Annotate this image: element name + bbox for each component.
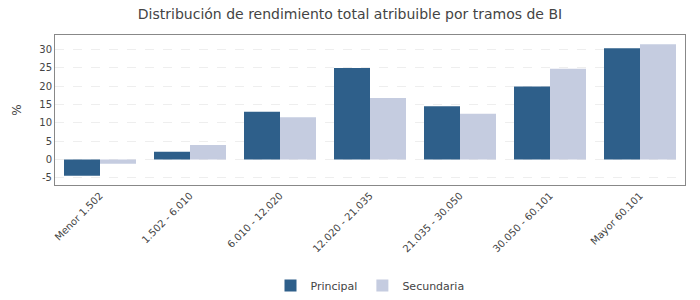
svg-text:0: 0 [46,154,52,165]
svg-text:30: 30 [39,44,52,55]
svg-text:6.010 - 12.020: 6.010 - 12.020 [225,190,285,250]
svg-text:21.035 - 30.050: 21.035 - 30.050 [401,190,465,254]
svg-text:Menor 1.502: Menor 1.502 [53,190,105,242]
svg-text:25: 25 [39,62,52,73]
svg-text:%: % [10,104,24,115]
svg-text:10: 10 [39,117,52,128]
svg-text:Principal: Principal [311,280,358,293]
svg-text:12.020 - 21.035: 12.020 - 21.035 [311,190,375,254]
svg-text:Mayor 60.101: Mayor 60.101 [588,190,645,247]
svg-text:30.050 - 60.101: 30.050 - 60.101 [491,190,555,254]
svg-text:Distribución de rendimiento to: Distribución de rendimiento total atribu… [138,6,562,22]
svg-text:15: 15 [39,99,52,110]
svg-text:20: 20 [39,81,52,92]
svg-text:-5: -5 [42,172,52,183]
svg-text:5: 5 [46,136,52,147]
svg-text:1.502 - 6.010: 1.502 - 6.010 [140,190,195,245]
svg-text:Secundaria: Secundaria [402,280,464,293]
